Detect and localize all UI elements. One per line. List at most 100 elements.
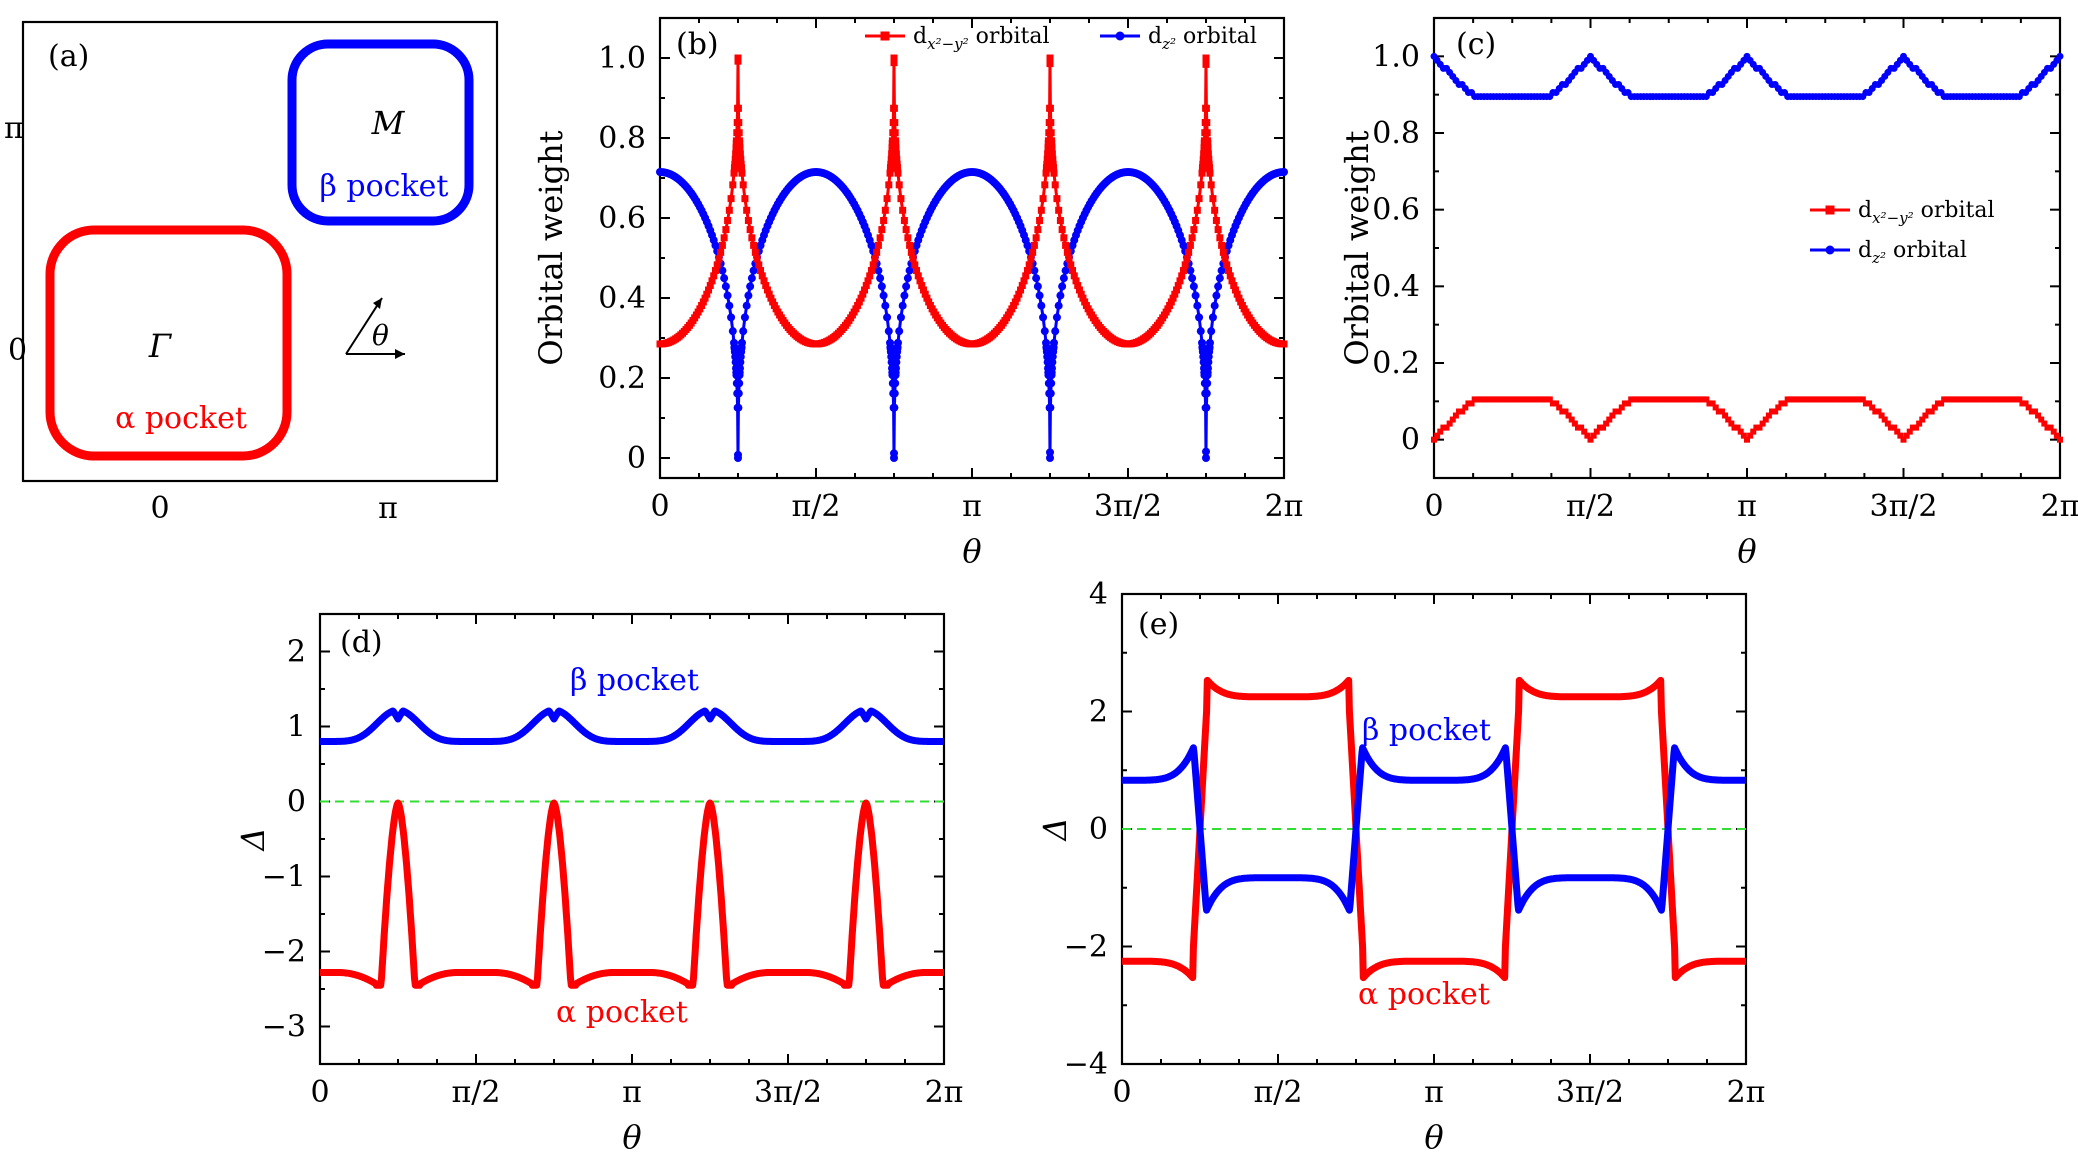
dx2y2-point (1079, 294, 1087, 302)
dx2y2-point (1437, 428, 1444, 435)
dx2y2-point (1709, 400, 1716, 407)
dx2y2-point (1537, 396, 1544, 403)
panel-d-label: (d) (340, 625, 383, 660)
dx2y2-point (706, 282, 714, 290)
panel-b-ylabel: Orbital weight (532, 130, 570, 365)
dz2-point (898, 301, 907, 310)
dz2-point (1033, 282, 1042, 291)
dx2y2-point (1010, 301, 1018, 309)
panel-c-xlabel: θ (1737, 532, 1756, 570)
dx2y2-point (1681, 396, 1688, 403)
panel-b-ytick-label: 0.4 (598, 281, 646, 316)
dx2y2-point (1048, 139, 1056, 147)
dx2y2-point (1600, 424, 1607, 431)
dx2y2-point (1179, 267, 1187, 275)
dx2y2-point (919, 286, 927, 294)
dx2y2-point (755, 261, 763, 269)
panel-c-legend-dx2y2-text: dx²−y² orbital (1858, 198, 1995, 227)
dz2-point (727, 313, 736, 322)
dx2y2-point (734, 104, 742, 112)
dz2-point (905, 266, 914, 275)
dx2y2-point (744, 216, 752, 224)
dx2y2-point (1844, 396, 1851, 403)
dx2y2-point (1828, 396, 1835, 403)
dz2-point (746, 282, 755, 291)
dx2y2-point (736, 144, 744, 152)
dx2y2-point (866, 272, 874, 280)
dx2y2-point (731, 160, 739, 168)
panel-e: 0 π/2 π 3π/2 2π −4 −2 0 2 4 θ Δ (e) β pocket α pocket (1036, 577, 1765, 1156)
dx2y2-point (1966, 396, 1973, 403)
panel-e-xtick-label: 3π/2 (1556, 1075, 1624, 1110)
dx2y2-point (1800, 396, 1807, 403)
dx2y2-point (1568, 416, 1575, 423)
dx2y2-point (1050, 165, 1058, 173)
dx2y2-point (1204, 150, 1212, 158)
panel-b-label: (b) (676, 27, 719, 62)
panel-e-ytick-label: −2 (1064, 930, 1108, 965)
dx2y2-point (1690, 396, 1697, 403)
dx2y2-point (1853, 396, 1860, 403)
dx2y2-point (1646, 396, 1653, 403)
dx2y2-point (2000, 396, 2007, 403)
dx2y2-point (1188, 234, 1196, 242)
panel-c-legend-dx2y2-marker (1825, 205, 1835, 215)
dx2y2-point (1502, 396, 1509, 403)
dx2y2-point (1931, 404, 1938, 411)
dx2y2-point (880, 216, 888, 224)
panel-a-ytick-pi: π (4, 111, 24, 146)
panel-c-ytick-label: 0.2 (1372, 346, 1420, 381)
dx2y2-point (1029, 248, 1037, 256)
dx2y2-point (1199, 160, 1207, 168)
alpha-pocket-contour (45, 225, 292, 461)
dz2-point (2056, 52, 2064, 60)
panel-b: 0 π/2 π 3π/2 2π 0 0.2 0.4 0.6 0.8 1.0 θ Orbital weig… (532, 16, 1303, 570)
dx2y2-point (1625, 400, 1632, 407)
dx2y2-point (1978, 396, 1985, 403)
dz2-point (883, 313, 892, 322)
dx2y2-point (1872, 408, 1879, 415)
panel-d-ytick-label: −3 (262, 1010, 306, 1045)
dz2-point (1054, 301, 1063, 310)
dz2-point (744, 291, 753, 300)
theta-symbol: θ (372, 319, 389, 352)
panel-e-xtick-label: π (1424, 1075, 1444, 1110)
panel-b-xtick-label: 0 (650, 489, 669, 524)
dx2y2-point (1612, 408, 1619, 415)
dx2y2-point (892, 150, 900, 158)
dz2-point (734, 389, 743, 398)
dz2-point (881, 301, 890, 310)
dx2y2-point (1806, 396, 1813, 403)
dx2y2-point (718, 241, 726, 249)
dx2y2-point (1468, 400, 1475, 407)
panel-e-alpha-label: α pocket (1358, 977, 1490, 1012)
dx2y2-point (1906, 428, 1913, 435)
panel-d-alpha-label: α pocket (556, 995, 688, 1030)
dx2y2-point (1841, 396, 1848, 403)
dx2y2-point (1753, 424, 1760, 431)
dx2y2-point (2047, 424, 2054, 431)
dz2-point (739, 327, 748, 336)
dz2-point (884, 327, 893, 336)
dx2y2-point (738, 165, 746, 173)
panel-e-label: (e) (1138, 607, 1179, 642)
dx2y2-point (1787, 396, 1794, 403)
dx2y2-point (897, 195, 905, 203)
dz2-point (734, 450, 742, 459)
dx2y2-point (1203, 119, 1211, 127)
dx2y2-point (1571, 420, 1578, 427)
dx2y2-point (1069, 267, 1077, 275)
dx2y2-point (1975, 396, 1982, 403)
dx2y2-point (1678, 396, 1685, 403)
dx2y2-point (1219, 248, 1227, 256)
dz2-point (734, 403, 743, 412)
beta-pocket-line (1119, 744, 1749, 914)
dx2y2-point (890, 59, 898, 67)
dx2y2-point (1950, 396, 1957, 403)
dx2y2-point (862, 282, 870, 290)
dz2-point (1056, 291, 1065, 300)
dx2y2-point (1650, 396, 1657, 403)
dx2y2-point (1831, 396, 1838, 403)
dx2y2-point (1743, 436, 1750, 443)
dx2y2-point (1822, 396, 1829, 403)
